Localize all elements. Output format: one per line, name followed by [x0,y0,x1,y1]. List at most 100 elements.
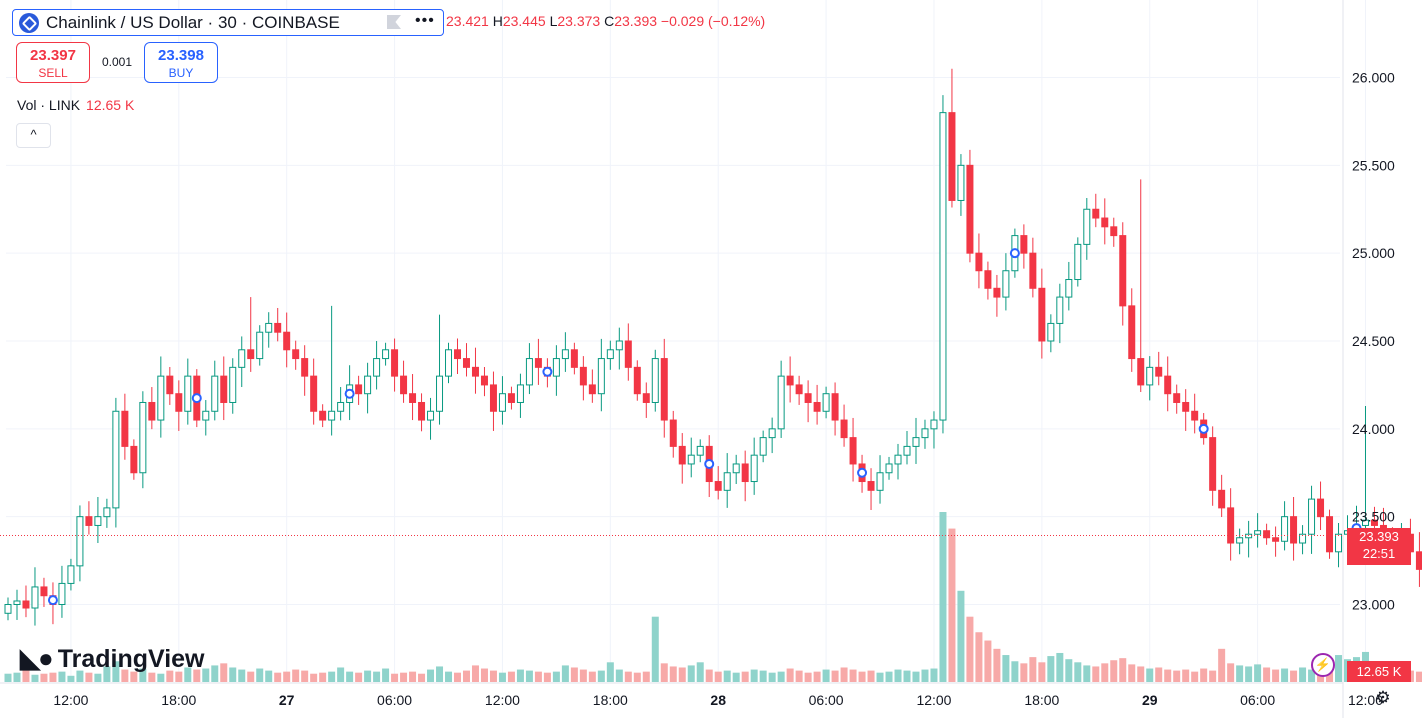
candle-body [1092,208,1100,219]
y-tick-label: 23.500 [1352,509,1395,525]
more-options-icon[interactable]: ••• [415,12,435,29]
candle-body [597,358,605,395]
signal-marker[interactable] [344,388,355,399]
candle-body [867,481,875,491]
volume-bar [516,669,524,682]
settings-gear-icon[interactable]: ⚙ [1375,688,1391,707]
candle-body [534,358,542,368]
volume-bar [1245,666,1253,682]
symbol-header[interactable]: Chainlink / US Dollar · 30 · COINBASE ••… [12,9,444,36]
candle-body [885,463,893,474]
high-value: 23.445 [502,13,546,29]
volume-bar [112,661,120,682]
candle-body [516,384,524,403]
candle-body [696,445,704,456]
flag-icon[interactable] [387,15,401,29]
volume-bar [696,662,704,682]
lightning-icon[interactable]: ⚡ [1311,653,1335,677]
close-label: C [604,13,615,29]
candle-body [292,349,300,360]
candle-body [714,481,722,491]
volume-bar [283,671,291,682]
volume-bar [1299,667,1307,682]
volume-bar [786,668,794,682]
candle-body [283,331,291,351]
candle-body [67,565,75,584]
candle-body [615,340,623,351]
y-tick-label: 25.000 [1352,245,1395,261]
volume-bar [310,673,318,682]
candle-body [507,393,515,403]
candle-body [1281,516,1289,542]
volume-bar [1092,666,1100,682]
candle-body [454,349,461,360]
last-price-tag: 23.393 22:51 [1347,528,1411,565]
volume-bar [750,669,758,682]
candle-body [975,252,983,272]
candle-body [319,410,327,421]
volume-bar [849,669,857,682]
signal-marker[interactable] [542,366,553,377]
x-tick-label: 28 [710,692,726,708]
candle-body [40,586,48,597]
volume-bar [1236,665,1244,682]
volume-bar [957,590,965,682]
candle-body [660,358,668,421]
volume-bar [49,672,57,682]
volume-bar [1263,667,1271,682]
x-tick-label: 12:00 [1348,692,1383,708]
volume-bar [1209,670,1217,682]
buy-button[interactable]: 23.398 BUY [144,42,218,83]
candle-body [391,349,399,377]
candle-body [471,366,479,377]
candle-body [624,340,632,368]
candle-body [103,507,111,518]
signal-marker[interactable] [1009,248,1020,259]
volume-bars [4,512,1422,682]
signal-marker[interactable] [704,458,715,469]
candle-body [112,410,120,509]
candle-body [750,454,758,483]
candle-body [993,287,1001,298]
candle-body [1038,287,1046,342]
y-tick-label: 26.000 [1352,70,1395,86]
y-tick-label: 24.000 [1352,421,1395,437]
volume-bar [265,670,273,682]
volume-bar [714,671,722,682]
last-price-value: 23.393 [1359,529,1399,544]
volume-bar [1155,667,1163,682]
candle-body [220,375,228,403]
volume-bar [975,632,983,682]
volume-bar [642,671,650,682]
volume-bar [130,671,138,682]
volume-bar [427,669,435,682]
volume-bar [1254,664,1262,682]
signal-marker[interactable] [47,595,58,606]
tradingview-logo[interactable]: ◣● TradingView [20,643,205,674]
volume-bar [1083,665,1091,682]
candle-body [768,428,776,439]
collapse-legend-button[interactable]: ^ [16,123,51,148]
volume-bar [157,673,165,682]
volume-bar [588,671,596,682]
volume-bar [13,672,21,682]
signal-marker[interactable] [1198,423,1209,434]
candle-body [822,393,830,412]
signal-marker[interactable] [191,393,202,404]
volume-bar [67,675,75,682]
candle-body [687,454,695,465]
volume-bar [543,672,551,682]
x-tick-label: 27 [279,692,295,708]
signal-marker[interactable] [857,467,868,478]
candle-body [741,463,749,483]
sell-button[interactable]: 23.397 SELL [16,42,90,83]
countdown-value: 22:51 [1362,546,1396,561]
candle-body [606,349,614,360]
volume-bar [1218,648,1226,682]
volume-bar [660,663,668,682]
candle-body [400,375,408,395]
volume-bar [1020,663,1028,682]
logo-text: TradingView [57,645,205,673]
x-tick-label: 18:00 [593,692,628,708]
